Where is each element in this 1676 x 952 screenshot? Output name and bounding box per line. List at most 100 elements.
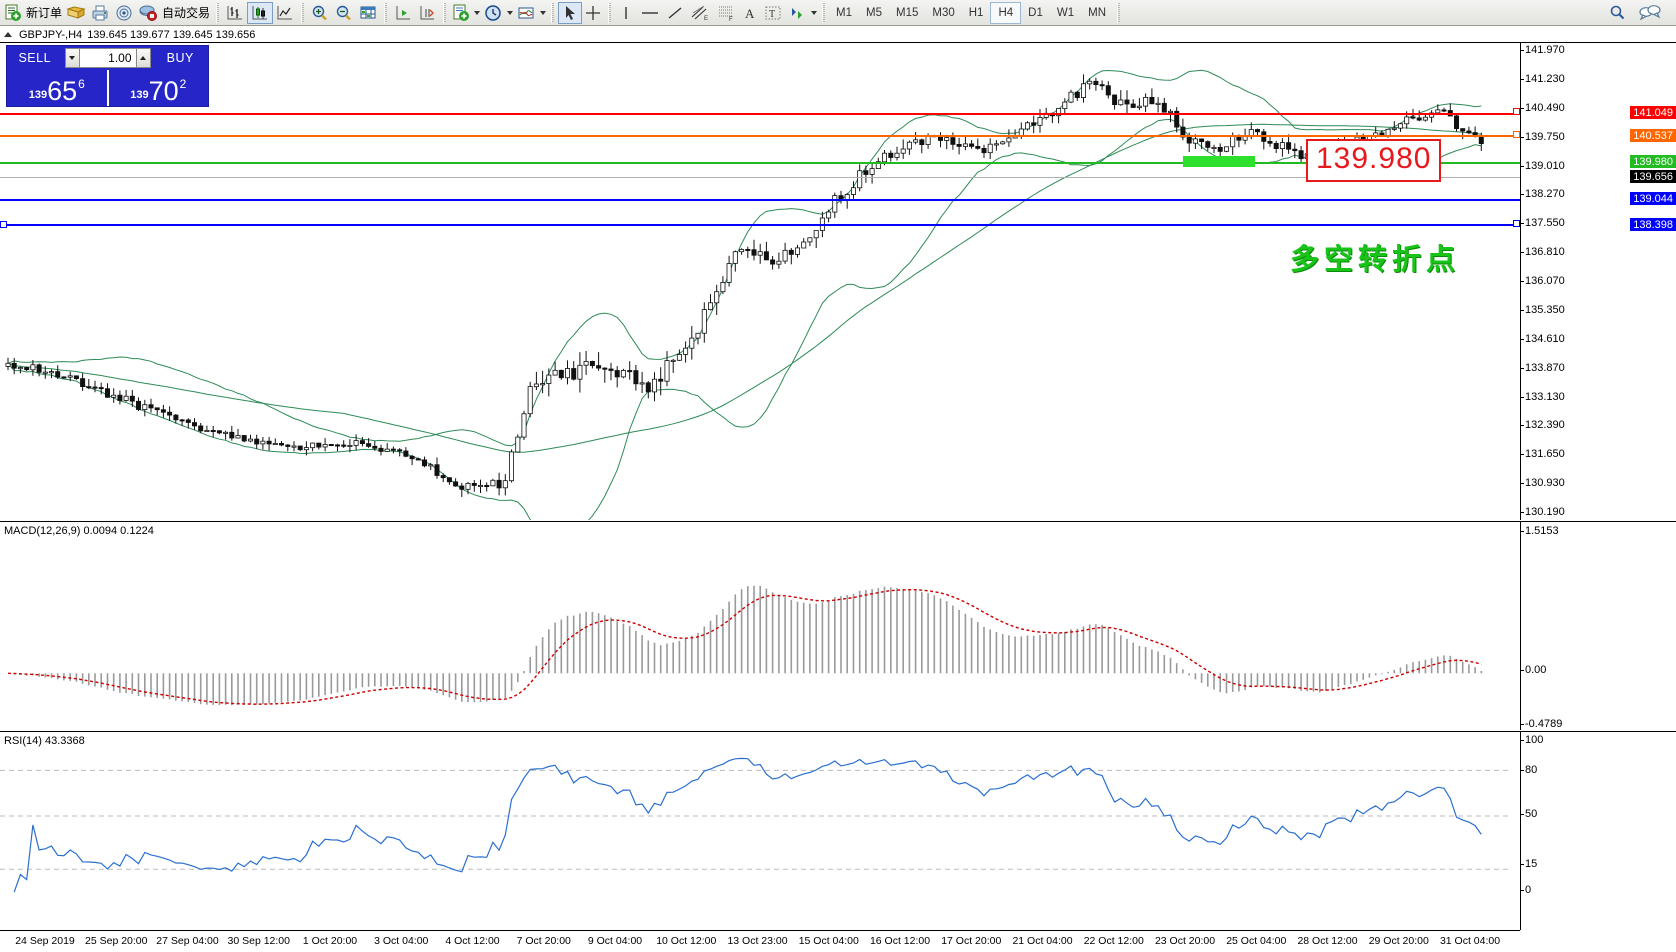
timeframe-h4[interactable]: H4 — [990, 1, 1022, 24]
timeframe-h1[interactable]: H1 — [968, 6, 984, 19]
text-label-tool-button[interactable]: T — [761, 2, 785, 24]
toolbar-right-group — [1606, 2, 1674, 24]
timeframe-m5[interactable]: M5 — [866, 6, 882, 19]
price-tag-139044: 139.044 — [1630, 192, 1676, 205]
price-chart-svg[interactable] — [0, 43, 1520, 520]
auto-scroll-button[interactable] — [415, 2, 439, 24]
period-separator-button[interactable] — [481, 2, 505, 24]
price-tick: 133.130 — [1520, 390, 1565, 403]
autotrading-button[interactable]: 自动交易 — [136, 2, 212, 24]
crosshair-tool-button[interactable] — [582, 2, 604, 24]
macd-pane[interactable]: MACD(12,26,9) 0.0094 0.1224 1.5153 0.00 -0… — [0, 521, 1676, 730]
line-chart-button[interactable] — [273, 2, 297, 24]
current-price-line — [0, 177, 1520, 178]
trendline-icon — [668, 6, 682, 19]
sell-price[interactable]: 139 65 6 — [7, 70, 107, 106]
macd-chart-svg — [7, 585, 1483, 706]
history-button[interactable] — [64, 2, 88, 24]
time-tick-label: 21 Oct 04:00 — [1012, 935, 1073, 947]
vertical-line-tool-button[interactable] — [615, 2, 637, 24]
line-anchor-handle[interactable] — [0, 221, 7, 228]
text-icon: A — [745, 6, 755, 21]
volume-input[interactable]: 1.00 — [79, 48, 136, 68]
time-tick-label: 27 Sep 04:00 — [156, 935, 219, 947]
price-tick: 135.350 — [1520, 303, 1565, 316]
rsi-tick: 80 — [1519, 764, 1538, 776]
resistance-line-141049[interactable] — [0, 113, 1520, 115]
indicators-button[interactable] — [514, 2, 538, 24]
support-line-138398[interactable] — [0, 224, 1520, 226]
text-label-icon: T — [765, 6, 781, 20]
price-scale[interactable]: 141.970 141.230 140.490 139.750 139.010 138.2… — [1520, 43, 1676, 520]
autotrading-label: 自动交易 — [162, 6, 211, 20]
buy-price[interactable]: 139 70 2 — [106, 70, 209, 106]
timeframe-d1[interactable]: D1 — [1028, 6, 1043, 19]
search-button[interactable] — [1606, 2, 1628, 24]
equidistant-channel-tool-button[interactable]: E — [687, 2, 713, 24]
time-tick-label: 30 Sep 12:00 — [227, 935, 290, 947]
pivot-line-139980[interactable] — [0, 162, 1520, 164]
price-tick: 138.270 — [1520, 188, 1565, 201]
new-template-button[interactable] — [450, 2, 472, 24]
price-pane[interactable]: 139.980 多空转折点 141.970 141.230 140.490 139.7… — [0, 42, 1676, 520]
sell-price-mid: 65 — [47, 76, 78, 106]
macd-tick: -0.4789 — [1519, 718, 1563, 730]
zoom-out-icon — [336, 5, 351, 20]
line-anchor-handle[interactable] — [1513, 108, 1520, 115]
chart-container[interactable]: 139.980 多空转折点 141.970 141.230 140.490 139.7… — [0, 42, 1676, 952]
indicators-dropdown-caret[interactable] — [538, 2, 547, 24]
timeframe-mn[interactable]: MN — [1088, 6, 1106, 19]
arrows-dropdown-caret[interactable] — [809, 2, 818, 24]
zoom-in-button[interactable] — [308, 2, 332, 24]
zoom-in-icon — [312, 5, 327, 20]
candlestick-chart-button[interactable] — [247, 1, 274, 24]
printer-icon — [92, 5, 108, 20]
line-chart-icon — [277, 5, 293, 19]
price-tag-current: 139.656 — [1630, 170, 1676, 183]
price-tick: 139.010 — [1520, 159, 1565, 172]
collapse-triangle-icon[interactable] — [4, 32, 12, 37]
data-window-button[interactable] — [356, 2, 380, 24]
timeframe-w1[interactable]: W1 — [1056, 6, 1075, 19]
timeframe-m30[interactable]: M30 — [932, 6, 955, 19]
support-line-139044[interactable] — [0, 199, 1520, 201]
arrows-icon — [792, 7, 803, 19]
chat-button[interactable] — [1636, 2, 1664, 24]
new-order-button[interactable]: 新订单 — [2, 2, 64, 24]
text-tool-button[interactable]: A — [739, 2, 761, 24]
autotrading-icon — [139, 5, 158, 21]
arrows-tool-button[interactable] — [785, 2, 809, 24]
time-tick-label: 13 Oct 23:00 — [727, 935, 788, 947]
period-dropdown-caret[interactable] — [505, 2, 514, 24]
sell-button[interactable]: SELL — [18, 51, 52, 65]
rsi-pane[interactable]: RSI(14) 43.3368 100 80 50 15 0 — [0, 731, 1676, 930]
price-tick: 130.930 — [1520, 477, 1565, 490]
volume-stepper[interactable]: 1.00 — [64, 48, 151, 68]
cursor-tool-button[interactable] — [558, 1, 583, 24]
expert-advisors-button[interactable] — [112, 2, 136, 24]
timeframe-m1[interactable]: M1 — [836, 6, 853, 19]
volume-increase-button[interactable] — [135, 48, 151, 68]
svg-text:T: T — [769, 9, 775, 20]
macd-tick: 1.5153 — [1520, 525, 1559, 537]
print-button[interactable] — [88, 2, 112, 24]
line-anchor-handle[interactable] — [1513, 220, 1520, 227]
horizontal-line-tool-button[interactable] — [637, 2, 663, 24]
volume-decrease-button[interactable] — [64, 48, 80, 68]
bar-chart-button[interactable] — [223, 2, 247, 24]
shift-end-button[interactable] — [391, 2, 415, 24]
price-tick: 134.610 — [1520, 332, 1565, 345]
rsi-tick: 15 — [1519, 858, 1538, 870]
buy-button[interactable]: BUY — [166, 51, 194, 65]
radar-icon — [116, 5, 132, 20]
fibonacci-tool-button[interactable]: F — [713, 2, 739, 24]
template-dropdown-caret[interactable] — [472, 2, 481, 24]
zoom-out-button[interactable] — [332, 2, 356, 24]
rsi-scale: 100 80 50 15 0 — [1519, 732, 1676, 930]
timeframe-m15[interactable]: M15 — [896, 6, 919, 19]
price-tag-139980: 139.980 — [1630, 155, 1676, 168]
resistance-line-140537[interactable] — [0, 135, 1520, 137]
line-anchor-handle[interactable] — [1513, 131, 1520, 138]
time-tick-label: 29 Oct 20:00 — [1368, 935, 1429, 947]
trendline-tool-button[interactable] — [663, 2, 687, 24]
